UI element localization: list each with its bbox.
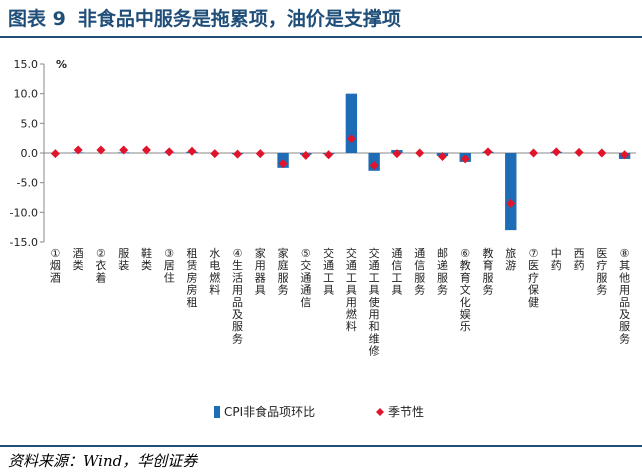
marker-25 [620,150,630,160]
y-tick-label: 15.0 [14,58,39,71]
marker-7 [210,149,220,159]
category-label: ① 烟酒 [50,247,61,284]
y-tick-label: 10.0 [14,88,39,101]
chart-area: 15.0 10.0 5.0 0.0 -5.0 -10.0 -15.0 % ① 烟酒 酒类 ② 衣着 服… [10,58,636,419]
bar-13 [345,93,358,153]
marker-10 [278,159,288,169]
category-label: 租赁房房租 [187,247,198,309]
category-label: 家用器具 [255,246,266,297]
bar-20 [505,153,517,231]
category-label: 交通工具使用和维修 [369,246,380,358]
legend-bar-label: CPI非食品项环比 [224,404,315,419]
marker-15 [392,149,402,159]
y-tick-label: 5.0 [21,117,39,130]
footer-rule [0,445,642,447]
category-label: 家庭服务 [278,246,289,297]
legend-marker-label: 季节性 [388,405,424,419]
marker-24 [597,148,607,158]
title-rule [0,36,642,38]
category-label: 鞋类 [141,246,152,272]
marker-9 [255,149,265,159]
legend-bar-swatch [214,406,220,418]
category-label: 酒类 [73,247,84,272]
bar-series [49,93,631,231]
category-label: 水电燃料 [209,247,220,297]
category-label: ③ 居住 [164,247,175,284]
marker-6 [187,146,197,156]
marker-11 [301,150,311,160]
category-label: 交通工具 [323,246,334,297]
category-label: ② 衣着 [95,247,106,284]
category-label: ⑧ 其他用品及服务 [619,247,630,345]
source-note: 资料来源：Wind，华创证券 [8,452,198,470]
category-label: 旅游 [505,246,516,272]
marker-3 [119,145,129,155]
category-label: 中药 [551,247,562,272]
y-unit-label: % [56,58,67,71]
legend: CPI非食品项环比 季节性 [214,404,424,419]
marker-4 [141,145,151,155]
figure-title-text: 非食品中服务是拖累项，油价是支撑项 [77,8,401,30]
category-label: ⑥ 教育文化娱乐 [460,247,471,333]
figure-label: 图表 9 [8,8,66,30]
category-label: 交通工具用燃料 [346,246,357,333]
category-label: ⑤ 交通通信 [300,247,311,309]
y-tick-label: -15.0 [10,236,38,249]
marker-13 [346,134,356,144]
y-tick-label: 0.0 [21,147,39,160]
marker-19 [483,147,493,157]
category-label: 医疗服务 [596,247,607,297]
y-axis-layer: 15.0 10.0 5.0 0.0 -5.0 -10.0 -15.0 [10,58,636,249]
marker-21 [529,148,539,158]
marker-17 [437,152,447,162]
figure-title: 图表 9 非食品中服务是拖累项，油价是支撑项 [8,4,401,34]
category-label: 教育服务 [483,247,494,297]
marker-16 [415,148,425,158]
marker-8 [233,149,243,159]
marker-series [50,134,630,208]
marker-18 [460,154,470,164]
legend-marker-swatch [376,408,384,416]
marker-14 [369,160,379,170]
marker-1 [73,145,83,155]
marker-23 [574,147,584,157]
category-label: 通信工具 [391,247,402,297]
marker-22 [551,147,561,157]
marker-12 [324,150,334,160]
category-label: 通信服务 [414,247,425,297]
category-label: ⑦ 医疗保健 [528,247,539,309]
y-tick-label: -10.0 [10,206,38,219]
y-tick-label: -5.0 [17,177,38,190]
category-label: 邮递服务 [437,247,448,297]
category-label: ④ 生活用品及服务 [232,247,243,345]
marker-5 [164,147,174,157]
category-label: 西药 [574,247,585,272]
marker-2 [96,145,106,155]
marker-20 [506,198,516,208]
marker-0 [50,149,60,159]
category-label: 服装 [118,247,129,272]
